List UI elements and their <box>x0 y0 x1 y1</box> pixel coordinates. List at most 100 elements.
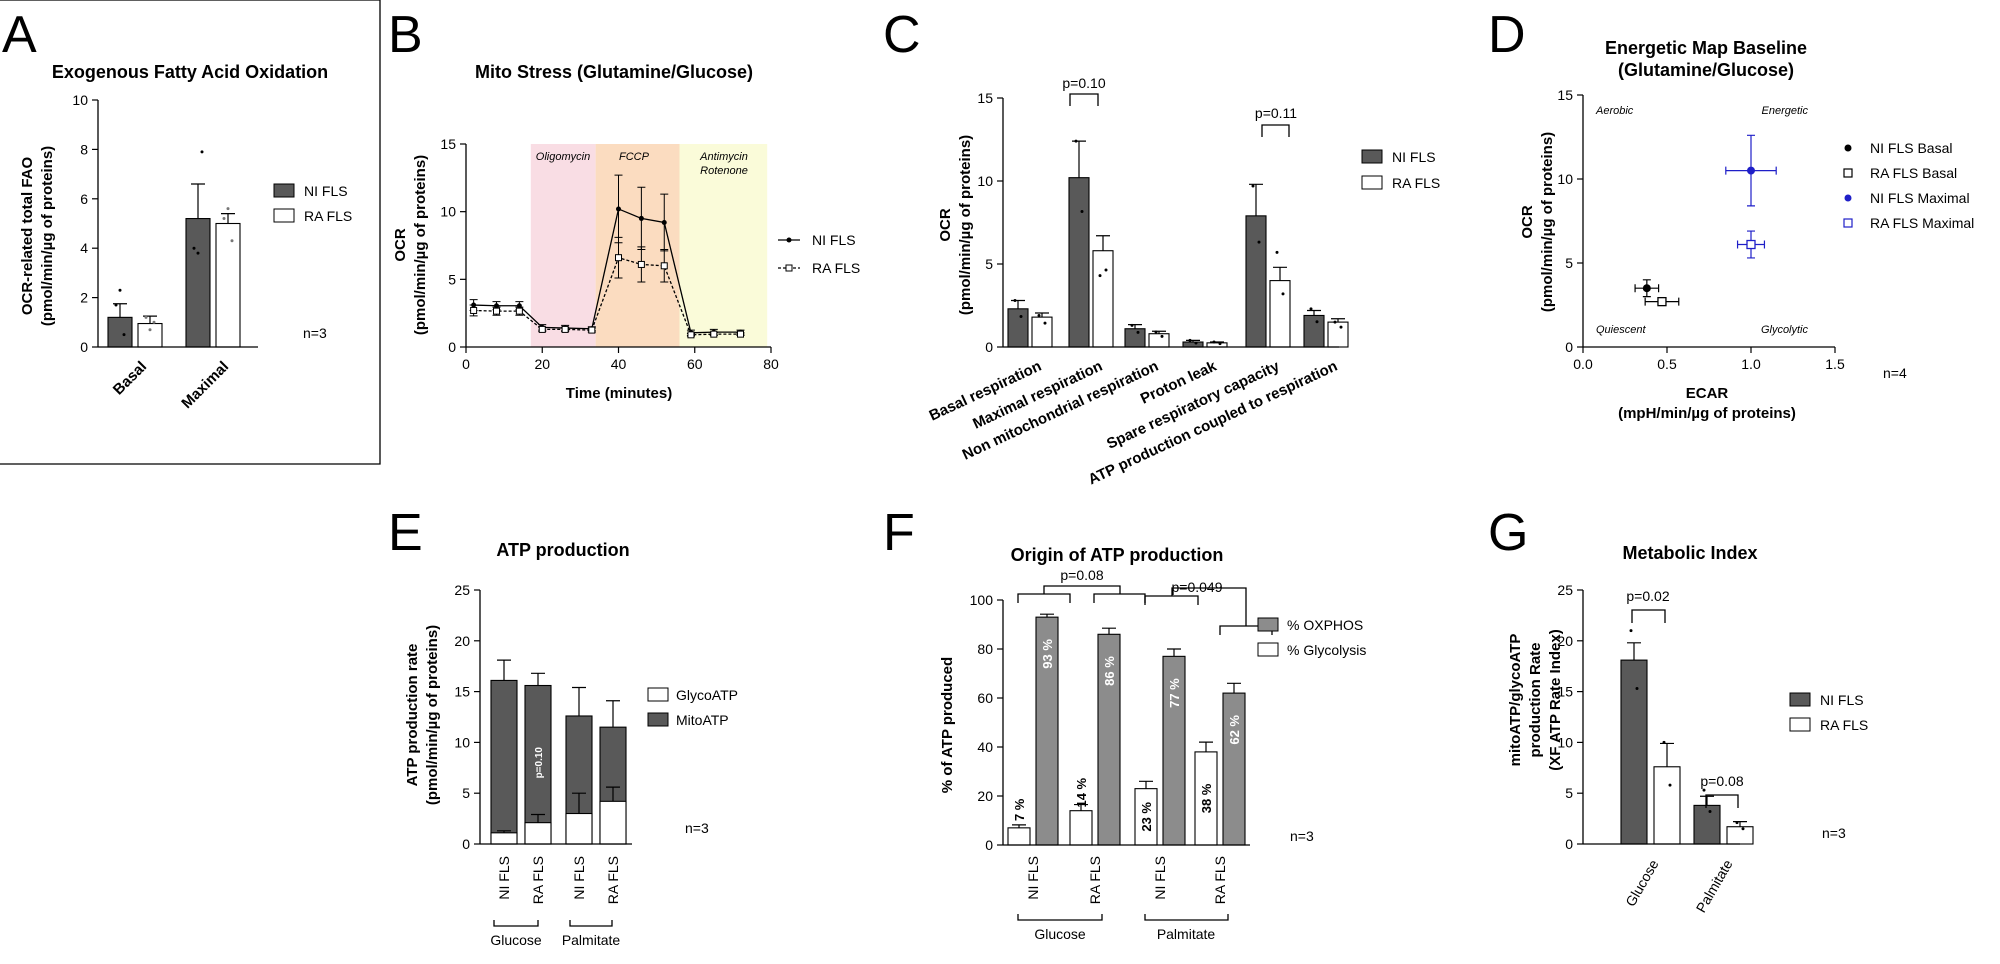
panel-c-dot-5-1-1 <box>1339 325 1343 329</box>
panel-b-ytick-label-1: 5 <box>448 271 456 287</box>
panel-c-bar-4-1 <box>1269 280 1291 348</box>
panel-g-errorbar-1-1 <box>1733 821 1747 827</box>
panel-g-dot-0-0-0 <box>1629 629 1633 633</box>
panel-g-dot-1-1-0 <box>1735 821 1739 825</box>
panel-d-legend-ni-basal: NI FLS Basal <box>1870 140 1952 156</box>
panel-c-bar-3-0 <box>1182 341 1204 348</box>
panel-e-legend-glyco: GlycoATP <box>676 687 738 703</box>
panel-a: Exogenous Fatty Acid Oxidation OCR-relat… <box>19 62 352 412</box>
panel-b-point-1-1 <box>493 307 500 315</box>
panel-g-ytick-label-4: 20 <box>1557 633 1573 649</box>
panel-c-legend-ra: RA FLS <box>1392 175 1440 191</box>
panel-a-legend-swatch-ra <box>273 208 295 223</box>
panel-e-legend-swatch-glyco <box>647 687 669 702</box>
panel-c-dot-4-1-1 <box>1281 292 1285 296</box>
panel-f-errorbar-oxphos-2 <box>1167 648 1181 657</box>
panel-c-errorbar-4-0 <box>1249 183 1263 216</box>
panel-b-injection-antimycin: Antimycin <box>699 151 748 163</box>
panel-f-ytick-label-5: 100 <box>970 592 994 608</box>
panel-d-legend-ra-maximal: RA FLS Maximal <box>1870 215 1974 231</box>
panel-e-bar-glyco-1 <box>524 822 552 845</box>
panel-c-errorbar-1-1 <box>1096 235 1110 251</box>
panel-e-title: ATP production <box>496 540 629 560</box>
panel-f-ytick-label-2: 40 <box>977 739 993 755</box>
panel-g-bar-0-0 <box>1620 659 1648 845</box>
panel-f-errorbar-oxphos-1 <box>1102 627 1116 635</box>
panel-b-legend-ra: RA FLS <box>812 260 860 276</box>
panel-b-xlabel: Time (minutes) <box>566 385 672 402</box>
panel-a-legend-swatch-ni <box>273 183 295 198</box>
panel-e-bar-mito-0 <box>490 679 518 845</box>
panel-d-legend-ni-maximal: NI FLS Maximal <box>1870 190 1970 206</box>
panel-g-pvalue-bracket-2 <box>1705 794 1739 808</box>
panel-g-n: n=3 <box>1822 825 1846 841</box>
panel-d-title-2: (Glutamine/Glucose) <box>1618 60 1794 80</box>
panel-f-errorbar-glycolysis-0 <box>1012 824 1026 828</box>
panel-g: Metabolic Index mitoATP/glycoATP product… <box>1507 543 1868 915</box>
panel-c-bar-2-0 <box>1124 328 1146 348</box>
panel-a-dot-0-1-2 <box>152 320 156 324</box>
panel-b-xtick-label-0: 0 <box>462 356 470 372</box>
panel-g-title: Metabolic Index <box>1622 543 1757 563</box>
panel-b-ylabel-2: (pmol/min/µg of proteins) <box>412 155 429 335</box>
panel-a-errorbar-maximal-1 <box>221 213 235 224</box>
panel-e-bar-glyco-3 <box>599 800 627 845</box>
panel-b-legend-marker-ni <box>786 237 792 243</box>
panel-f-label-oxphos-1: 86 % <box>1102 656 1117 686</box>
panel-e-group-bracket-glucose <box>493 920 539 927</box>
panel-b-series-line-1 <box>473 256 741 336</box>
panel-e-legend-swatch-mito <box>647 712 669 727</box>
panel-c-dot-4-1-0 <box>1275 250 1279 254</box>
panel-c-errorbar-2-1 <box>1152 330 1166 334</box>
panel-d-xlabel-1: ECAR <box>1686 385 1729 402</box>
panel-g-bar-1-0 <box>1693 804 1721 845</box>
panel-c-bar-5-0 <box>1303 314 1325 348</box>
panel-a-ytick-label-4: 8 <box>80 141 88 157</box>
panel-c-dot-0-0-0 <box>1013 299 1017 303</box>
panel-d-xtick-label-0: 0.0 <box>1573 356 1593 372</box>
panel-a-ylabel-1: OCR-related total FAO <box>19 156 36 315</box>
panel-f-group-bracket-glucose <box>1017 914 1103 921</box>
panel-a-dot-0-1-0 <box>144 315 148 319</box>
panel-c-bar-2-1 <box>1148 333 1170 348</box>
panel-a-dot-1-1-0 <box>222 217 226 221</box>
panel-a-bar-basal-0 <box>107 316 133 348</box>
panel-d-legend-marker-ra-basal <box>1843 168 1853 178</box>
panel-letter-c: C <box>883 6 921 64</box>
panel-b-series-line-0 <box>473 208 741 334</box>
panel-b-legend-ni: NI FLS <box>812 232 856 248</box>
panel-letter-b: B <box>388 6 423 64</box>
panel-b-ylabel-1: OCR <box>392 228 409 262</box>
panel-e-category-1: RA FLS <box>530 856 546 904</box>
panel-a-frame <box>0 0 381 465</box>
panel-b-point-1-3 <box>538 325 546 333</box>
panel-c-ytick-label-0: 0 <box>985 339 993 355</box>
panel-c-bar-0-0 <box>1007 308 1029 348</box>
panel-f-legend-glycolysis: % Glycolysis <box>1287 642 1366 658</box>
panel-c-ytick-label-3: 15 <box>977 90 993 106</box>
panel-c-errorbar-1-0 <box>1072 140 1086 178</box>
panel-a-ytick-label-2: 4 <box>80 240 88 256</box>
panel-c-bar-1-0 <box>1068 177 1090 348</box>
panel-g-category-glucose: Glucose <box>1622 857 1662 910</box>
panel-f-errorbar-glycolysis-1 <box>1074 803 1088 811</box>
panel-d-quadrant-glycolytic: Glycolytic <box>1761 324 1809 336</box>
panel-f-n: n=3 <box>1290 828 1314 844</box>
panel-c-dot-0-1-0 <box>1037 313 1041 317</box>
panel-a-dot-0-1-1 <box>148 328 152 332</box>
panel-c-ytick-label-2: 10 <box>977 173 993 189</box>
panel-d-quadrant-quiescent: Quiescent <box>1596 324 1646 336</box>
panel-b-point-0-7 <box>638 215 644 221</box>
panel-c-dot-2-1-0 <box>1154 330 1158 334</box>
panel-e-ytick-label-2: 10 <box>454 734 470 750</box>
panel-c-bar-1-1 <box>1092 250 1114 348</box>
panel-c-legend-swatch-ni <box>1361 149 1383 164</box>
panel-d-title-1: Energetic Map Baseline <box>1605 38 1807 58</box>
panel-d-ytick-label-3: 15 <box>1557 87 1573 103</box>
panel-a-dot-0-0-2 <box>122 333 126 337</box>
panel-letter-f: F <box>883 504 915 562</box>
panel-e-category-0: NI FLS <box>496 856 512 900</box>
panel-e-ylabel-2: (pmol/min/µg of proteins) <box>424 625 441 805</box>
panel-f-errorbar-oxphos-0 <box>1040 613 1054 618</box>
